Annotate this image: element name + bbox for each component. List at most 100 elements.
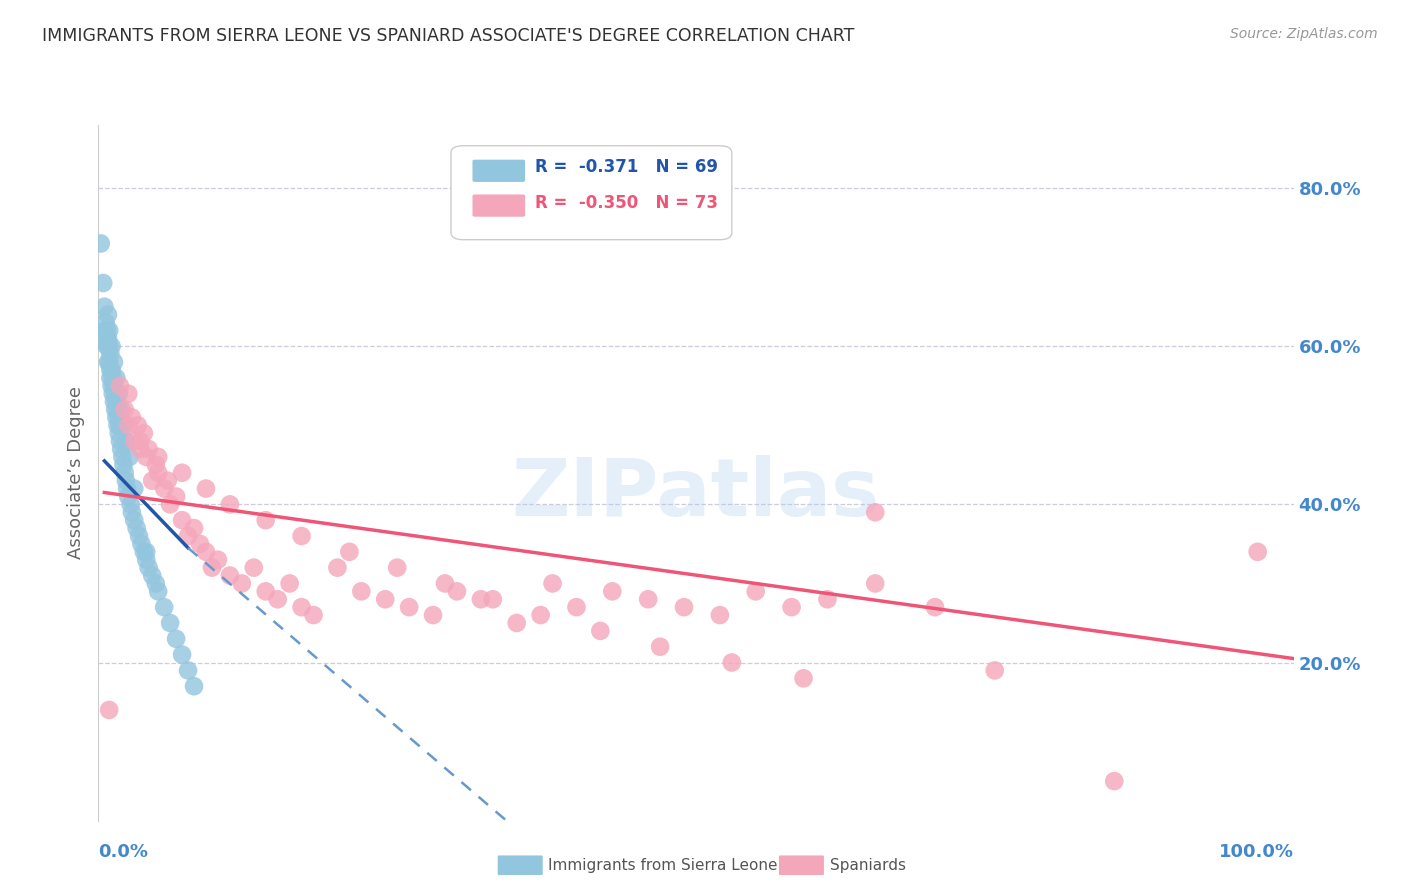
Point [128, 529, 150, 543]
Point [138, 560, 160, 574]
Point [481, 592, 505, 607]
Y-axis label: Associate’s Degree: Associate’s Degree [67, 386, 86, 559]
Point [98, 363, 122, 377]
Point [374, 592, 396, 607]
Point [111, 450, 134, 464]
Point [98, 371, 122, 385]
Point [177, 664, 200, 678]
Point [131, 537, 153, 551]
Point [243, 560, 266, 574]
Point [91, 276, 114, 290]
Point [924, 600, 946, 615]
Point [385, 560, 409, 574]
Point [219, 497, 242, 511]
Point [135, 450, 157, 464]
Point [350, 584, 373, 599]
Point [183, 679, 205, 693]
Point [648, 640, 672, 654]
Point [98, 323, 121, 337]
Point [132, 426, 155, 441]
Point [93, 300, 115, 314]
Point [100, 378, 122, 392]
Text: Immigrants from Sierra Leone: Immigrants from Sierra Leone [548, 858, 778, 872]
Point [141, 568, 163, 582]
Point [1102, 774, 1125, 789]
Point [114, 402, 136, 417]
Point [121, 505, 143, 519]
Point [135, 545, 157, 559]
Point [138, 442, 160, 456]
Point [103, 355, 125, 369]
Point [105, 371, 128, 385]
Point [103, 378, 125, 392]
Text: R =  -0.371   N = 69: R = -0.371 N = 69 [534, 158, 717, 176]
Point [108, 418, 131, 433]
Point [114, 466, 136, 480]
Point [188, 537, 211, 551]
Point [112, 458, 135, 472]
Point [112, 418, 135, 433]
Point [172, 648, 194, 662]
Point [98, 347, 122, 361]
Point [148, 584, 170, 599]
Point [115, 474, 138, 488]
Point [470, 592, 492, 607]
Point [422, 608, 444, 623]
Point [541, 576, 564, 591]
Point [98, 355, 121, 369]
Point [709, 608, 731, 623]
Point [433, 576, 456, 591]
Point [602, 584, 624, 599]
Text: Source: ZipAtlas.com: Source: ZipAtlas.com [1230, 27, 1378, 41]
Point [124, 482, 146, 496]
Point [96, 339, 118, 353]
Point [339, 545, 360, 559]
Point [194, 482, 218, 496]
Point [159, 497, 181, 511]
Point [97, 308, 120, 322]
Point [141, 474, 163, 488]
Point [267, 592, 290, 607]
Point [107, 402, 129, 417]
Point [156, 474, 179, 488]
Point [97, 331, 120, 345]
Point [506, 615, 529, 630]
FancyBboxPatch shape [472, 160, 524, 182]
Point [153, 600, 176, 615]
Point [129, 434, 152, 449]
Point [219, 568, 242, 582]
Point [231, 576, 253, 591]
Point [302, 608, 325, 623]
Point [115, 482, 138, 496]
Point [115, 434, 138, 449]
Point [97, 355, 120, 369]
Point [129, 442, 152, 456]
Point [201, 560, 224, 574]
Point [100, 339, 122, 353]
Point [107, 418, 129, 433]
Point [132, 545, 155, 559]
Point [207, 552, 229, 567]
Point [589, 624, 612, 638]
Point [90, 236, 112, 251]
Point [100, 363, 122, 377]
Text: Spaniards: Spaniards [830, 858, 905, 872]
Text: R =  -0.350   N = 73: R = -0.350 N = 73 [534, 194, 717, 211]
Point [103, 394, 125, 409]
Point [815, 592, 838, 607]
Point [254, 584, 277, 599]
Point [104, 402, 127, 417]
Point [105, 394, 128, 409]
Point [984, 664, 1007, 678]
Point [159, 615, 181, 630]
Point [117, 386, 139, 401]
Point [121, 410, 143, 425]
Point [177, 529, 200, 543]
Point [153, 482, 176, 496]
Point [124, 513, 146, 527]
Point [148, 466, 170, 480]
Point [98, 339, 121, 353]
Point [120, 497, 142, 511]
Point [108, 378, 131, 392]
Point [780, 600, 803, 615]
